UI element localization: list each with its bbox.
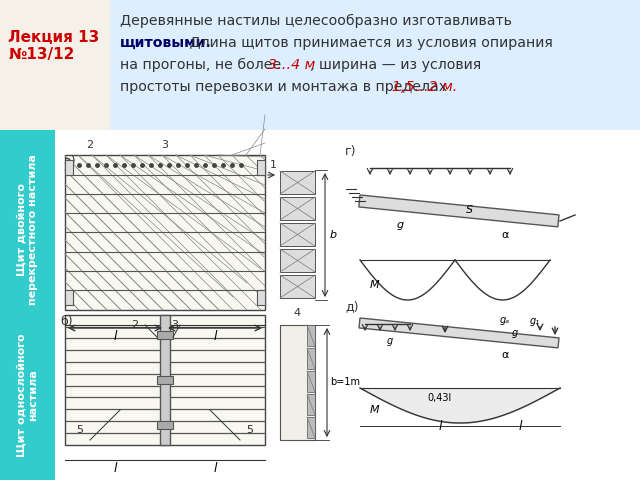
Bar [0, 310, 55, 480]
Text: g: g [396, 220, 404, 230]
Bar [307, 348, 315, 369]
Bar [157, 421, 173, 429]
Text: g: g [387, 336, 393, 346]
Text: b=1m: b=1m [330, 377, 360, 387]
Bar [65, 160, 73, 175]
Bar [280, 223, 315, 246]
Text: g₁: g₁ [530, 316, 540, 326]
Text: 4: 4 [293, 308, 301, 318]
Text: 2: 2 [86, 140, 93, 150]
Text: α: α [501, 230, 509, 240]
Bar [307, 371, 315, 392]
Text: Щит однослойного
настила: Щит однослойного настила [16, 333, 38, 457]
Text: 1,5…2 м.: 1,5…2 м. [392, 80, 457, 94]
Bar [307, 394, 315, 415]
Bar [359, 318, 559, 348]
Bar [280, 275, 315, 298]
Text: щитовыми.: щитовыми. [120, 36, 212, 50]
Text: l: l [213, 330, 217, 343]
Text: д): д) [345, 300, 358, 313]
Bar [65, 155, 265, 310]
Text: M: M [370, 280, 380, 290]
Text: l: l [113, 330, 116, 343]
Bar [280, 325, 315, 440]
Text: Деревянные настилы целесообразно изготавливать: Деревянные настилы целесообразно изготав… [120, 14, 512, 28]
Bar [359, 195, 559, 227]
Bar [307, 417, 315, 438]
Bar [157, 331, 173, 339]
Text: g: g [512, 328, 518, 338]
Text: 5: 5 [246, 425, 253, 435]
Text: l: l [438, 420, 442, 433]
Bar [65, 315, 265, 445]
Bar [280, 171, 315, 194]
Bar [280, 197, 315, 220]
Bar [257, 290, 265, 305]
Text: α: α [501, 350, 509, 360]
Text: Длина щитов принимается из условия опирания: Длина щитов принимается из условия опира… [185, 36, 553, 50]
Text: 2: 2 [131, 320, 139, 330]
Bar [160, 315, 170, 445]
Text: г): г) [345, 145, 356, 158]
Text: 5: 5 [77, 425, 83, 435]
Bar [0, 130, 55, 330]
Text: 3: 3 [172, 320, 179, 330]
Bar [0, 0, 110, 130]
Text: а): а) [63, 155, 76, 168]
Text: gₐ: gₐ [500, 315, 510, 325]
Text: M: M [370, 405, 380, 415]
Text: Щит двойного
перекрестного настила: Щит двойного перекрестного настила [16, 155, 38, 305]
Text: 1: 1 [270, 160, 277, 170]
Text: 0,43l: 0,43l [428, 393, 452, 403]
Text: S: S [467, 205, 474, 215]
Text: l: l [213, 462, 217, 475]
Text: l: l [518, 420, 522, 433]
Bar [157, 376, 173, 384]
Text: Лекция 13
№13/12: Лекция 13 №13/12 [8, 30, 99, 62]
Text: б): б) [60, 315, 72, 328]
Text: 3: 3 [161, 140, 168, 150]
Text: на прогоны, не более: на прогоны, не более [120, 58, 285, 72]
Bar [110, 0, 640, 130]
Text: l: l [113, 462, 116, 475]
Bar [257, 160, 265, 175]
Text: , ширина — из условия: , ширина — из условия [310, 58, 481, 72]
Bar [307, 325, 315, 346]
Text: 3…4 м: 3…4 м [268, 58, 316, 72]
Bar [65, 290, 73, 305]
Text: простоты перевозки и монтажа в пределах: простоты перевозки и монтажа в пределах [120, 80, 452, 94]
Bar [280, 249, 315, 272]
Text: b: b [330, 230, 337, 240]
